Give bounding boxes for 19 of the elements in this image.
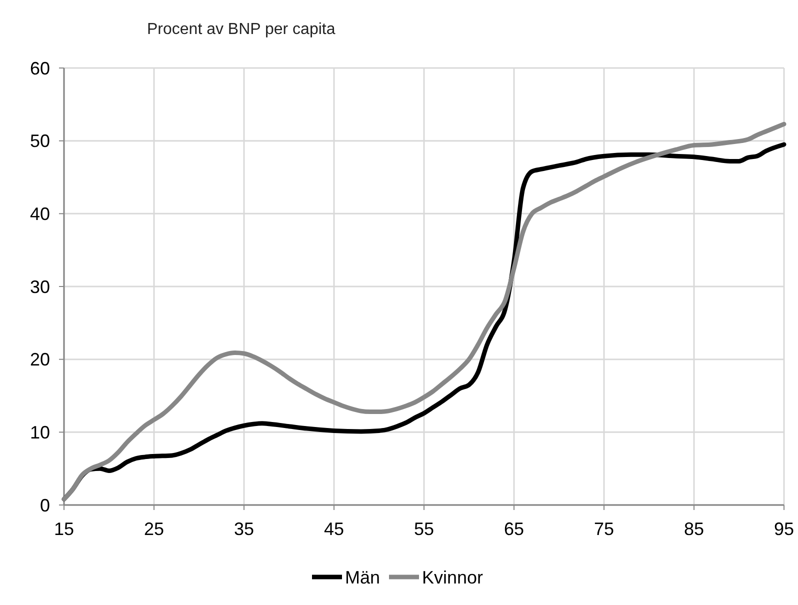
x-tick-label: 15 [54,519,74,539]
legend-label: Män [345,567,380,588]
y-tick-label: 10 [30,422,50,442]
x-tick-label: 85 [684,519,704,539]
legend-label: Kvinnor [422,567,484,588]
x-tick-label: 75 [594,519,614,539]
y-tick-label: 20 [30,350,50,370]
y-tick-label: 40 [30,204,50,224]
x-tick-label: 35 [234,519,254,539]
x-tick-label: 95 [774,519,794,539]
x-tick-label: 65 [504,519,524,539]
y-axis-title: Procent av BNP per capita [147,21,336,38]
x-tick-label: 55 [414,519,434,539]
y-tick-label: 50 [30,131,50,152]
y-tick-label: 30 [30,276,50,297]
y-tick-label: 60 [30,58,50,78]
x-tick-label: 45 [324,519,344,539]
x-tick-label: 25 [144,519,164,539]
y-tick-label: 0 [40,495,50,516]
